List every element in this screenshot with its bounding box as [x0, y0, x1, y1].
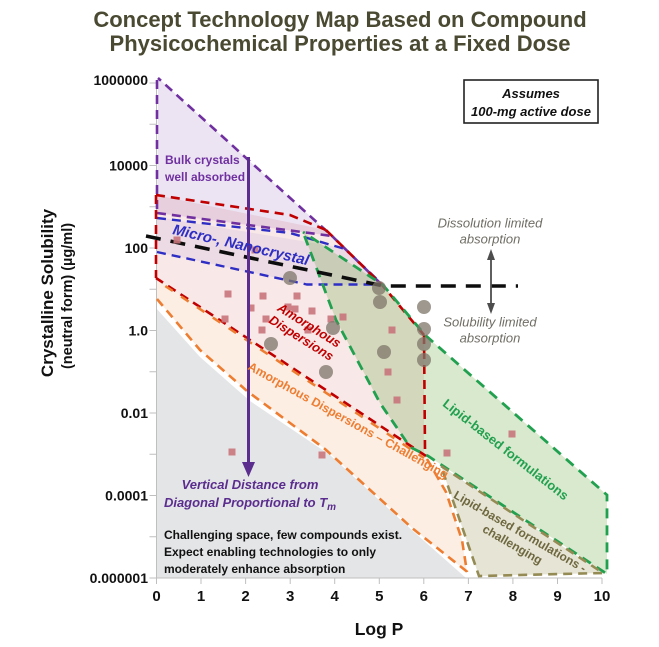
svg-text:0: 0 — [152, 588, 160, 605]
svg-text:9: 9 — [553, 588, 561, 605]
svg-text:Expect enabling technologies t: Expect enabling technologies to only — [164, 545, 376, 559]
svg-text:100: 100 — [125, 240, 149, 256]
svg-text:Physicochemical Properties at: Physicochemical Properties at a Fixed Do… — [110, 31, 571, 56]
svg-text:10: 10 — [594, 588, 611, 605]
svg-text:0.01: 0.01 — [121, 405, 148, 421]
svg-text:Diagonal Proportional to Tm: Diagonal Proportional to Tm — [164, 495, 336, 513]
svg-text:1.0: 1.0 — [129, 323, 149, 339]
svg-text:Log P: Log P — [355, 619, 404, 639]
svg-text:100-mg active dose: 100-mg active dose — [471, 104, 591, 119]
svg-text:Vertical Distance from: Vertical Distance from — [182, 477, 319, 492]
svg-text:3: 3 — [286, 588, 294, 605]
svg-text:moderately enhance absorption: moderately enhance absorption — [164, 562, 345, 576]
svg-text:Dissolution limited: Dissolution limited — [438, 216, 544, 231]
svg-text:1: 1 — [197, 588, 205, 605]
svg-text:Solubility limited: Solubility limited — [443, 315, 537, 330]
svg-text:Challenging space, few compoun: Challenging space, few compounds exist. — [164, 528, 402, 542]
svg-text:Concept Technology Map Based o: Concept Technology Map Based on Compound — [93, 7, 586, 32]
svg-text:8: 8 — [509, 588, 517, 605]
svg-text:2: 2 — [241, 588, 249, 605]
svg-text:(neutral form) (µg/ml): (neutral form) (µg/ml) — [60, 223, 76, 369]
svg-text:6: 6 — [420, 588, 428, 605]
svg-text:10000: 10000 — [109, 158, 148, 174]
svg-text:Assumes: Assumes — [501, 86, 560, 101]
svg-text:0.000001: 0.000001 — [90, 570, 149, 586]
svg-text:0.0001: 0.0001 — [105, 488, 148, 504]
svg-text:1000000: 1000000 — [93, 72, 148, 88]
svg-text:7: 7 — [464, 588, 472, 605]
svg-text:Bulk crystals: Bulk crystals — [165, 153, 240, 167]
svg-text:5: 5 — [375, 588, 383, 605]
svg-text:4: 4 — [331, 588, 340, 605]
svg-text:absorption: absorption — [460, 331, 521, 346]
svg-text:Crystalline Solubility: Crystalline Solubility — [38, 208, 57, 377]
svg-text:well absorbed: well absorbed — [164, 170, 245, 184]
svg-text:absorption: absorption — [460, 232, 521, 247]
